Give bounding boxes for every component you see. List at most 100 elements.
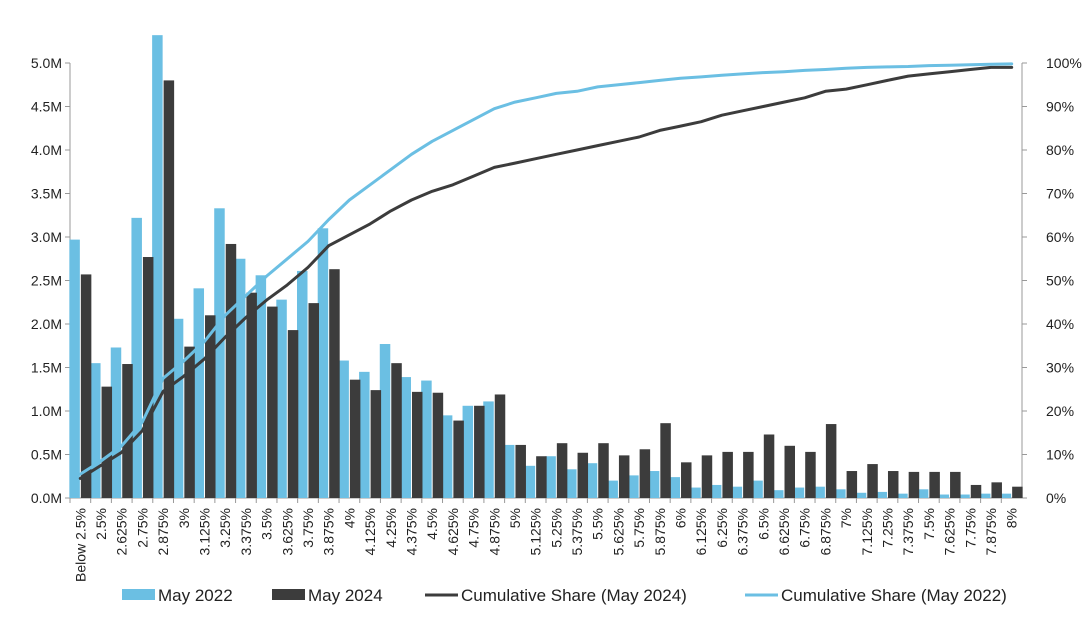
x-tick-label: 4.875% bbox=[486, 508, 502, 555]
bar-may-2024 bbox=[142, 257, 154, 498]
x-tick-label: 3.25% bbox=[217, 508, 233, 548]
bar-may-2022 bbox=[317, 228, 329, 499]
x-tick-label: 3.625% bbox=[279, 508, 295, 555]
bar-may-2024 bbox=[267, 306, 278, 498]
legend-may-2022: May 2022 bbox=[122, 586, 233, 605]
x-tick-label: 5.625% bbox=[610, 508, 626, 555]
bar-may-2022 bbox=[648, 471, 660, 498]
y2-tick-label: 30% bbox=[1046, 360, 1074, 376]
x-tick-label: 6.5% bbox=[755, 508, 771, 540]
bar-may-2024 bbox=[722, 451, 733, 498]
bar-may-2024 bbox=[556, 443, 568, 498]
y2-tick-label: 80% bbox=[1046, 142, 1074, 158]
x-tick-label: 4% bbox=[341, 508, 357, 528]
bar-may-2022 bbox=[710, 484, 722, 498]
bar-may-2022 bbox=[835, 489, 846, 498]
y-tick-label: 3.0M bbox=[31, 229, 62, 245]
x-tick-label: 6.875% bbox=[817, 508, 833, 555]
bar-may-2022 bbox=[773, 490, 784, 498]
bar-may-2024 bbox=[660, 423, 671, 498]
legend-label: May 2024 bbox=[308, 586, 383, 605]
bar-may-2022 bbox=[503, 444, 515, 498]
y-tick-label: 2.5M bbox=[31, 273, 62, 289]
bar-may-2024 bbox=[287, 330, 299, 498]
y2-tick-label: 40% bbox=[1046, 316, 1074, 332]
x-tick-label: 4.25% bbox=[383, 508, 399, 548]
bar-may-2024 bbox=[805, 451, 816, 498]
y2-tick-label: 60% bbox=[1046, 229, 1074, 245]
y-tick-label: 2.0M bbox=[31, 316, 62, 332]
bar-may-2022 bbox=[276, 299, 287, 498]
x-tick-label: 5.375% bbox=[569, 508, 585, 555]
bar-may-2024 bbox=[515, 444, 526, 498]
bar-may-2024 bbox=[391, 363, 402, 498]
bar-may-2024 bbox=[80, 274, 92, 498]
y-tick-label: 3.5M bbox=[31, 186, 62, 202]
bar-may-2022 bbox=[255, 275, 267, 498]
x-tick-label: 7.5% bbox=[921, 508, 937, 540]
bar-may-2022 bbox=[959, 494, 970, 498]
y-tick-label: 4.0M bbox=[31, 142, 62, 158]
legend-cumulative-may-2024: Cumulative Share (May 2024) bbox=[425, 586, 687, 605]
bar-may-2024 bbox=[618, 455, 630, 498]
y-tick-label: 1.0M bbox=[31, 403, 62, 419]
x-tick-label: 4.625% bbox=[445, 508, 461, 555]
x-tick-label: 7.875% bbox=[983, 508, 999, 555]
bar-may-2022 bbox=[938, 494, 950, 498]
bar-may-2022 bbox=[979, 493, 991, 498]
bars bbox=[69, 35, 1023, 499]
y2-tick-label: 10% bbox=[1046, 447, 1074, 463]
legend-label: Cumulative Share (May 2024) bbox=[461, 586, 687, 605]
bar-may-2024 bbox=[411, 391, 423, 498]
x-tick-label: 3% bbox=[176, 508, 192, 528]
bar-may-2024 bbox=[887, 471, 899, 498]
y2-tick-label: 90% bbox=[1046, 99, 1074, 115]
bar-may-2022 bbox=[752, 480, 763, 498]
y2-tick-label: 20% bbox=[1046, 403, 1074, 419]
x-tick-label: 5.5% bbox=[590, 508, 606, 540]
bar-may-2022 bbox=[1000, 493, 1012, 498]
legend-swatch bbox=[122, 589, 155, 600]
bar-may-2022 bbox=[917, 489, 929, 498]
bar-may-2024 bbox=[970, 484, 982, 498]
y-tick-label: 0.5M bbox=[31, 447, 62, 463]
bar-may-2024 bbox=[639, 449, 651, 498]
bar-may-2022 bbox=[462, 405, 474, 498]
bar-may-2024 bbox=[225, 243, 237, 498]
bar-may-2024 bbox=[308, 303, 319, 498]
bar-may-2024 bbox=[349, 379, 361, 498]
x-tick-label: 5.75% bbox=[631, 508, 647, 548]
x-tick-label: 3.875% bbox=[321, 508, 337, 555]
x-tick-label: 7% bbox=[838, 508, 854, 528]
bar-may-2024 bbox=[474, 405, 485, 498]
bar-may-2022 bbox=[897, 493, 908, 498]
x-tick-label: 5.25% bbox=[548, 508, 564, 548]
x-tick-label: 6.25% bbox=[714, 508, 730, 548]
bar-may-2022 bbox=[172, 318, 184, 498]
x-tick-label: 7.75% bbox=[962, 508, 978, 548]
bar-may-2022 bbox=[628, 475, 639, 498]
bar-may-2024 bbox=[743, 451, 754, 498]
bar-may-2022 bbox=[566, 469, 577, 498]
bar-may-2024 bbox=[184, 346, 195, 498]
x-tick-label: 3.75% bbox=[300, 508, 316, 548]
bar-may-2024 bbox=[991, 482, 1002, 498]
x-tick-label: 7.25% bbox=[879, 508, 895, 548]
bar-may-2022 bbox=[814, 486, 825, 498]
x-tick-label: 7.125% bbox=[859, 508, 875, 555]
bar-may-2022 bbox=[152, 35, 163, 498]
bar-may-2024 bbox=[950, 471, 961, 498]
bar-may-2024 bbox=[846, 471, 858, 498]
bar-may-2024 bbox=[370, 390, 382, 498]
x-tick-label: 7.375% bbox=[900, 508, 916, 555]
x-tick-label: 2.5% bbox=[93, 508, 109, 540]
bar-may-2024 bbox=[453, 420, 464, 498]
bar-may-2024 bbox=[701, 455, 713, 498]
x-tick-label: 4.375% bbox=[403, 508, 419, 555]
legend-cumulative-may-2022: Cumulative Share (May 2022) bbox=[745, 586, 1007, 605]
x-tick-label: Below 2.5% bbox=[72, 508, 88, 582]
y-tick-label: 4.5M bbox=[31, 99, 62, 115]
bar-may-2024 bbox=[825, 424, 837, 498]
x-tick-label: 5.125% bbox=[528, 508, 544, 555]
bar-may-2024 bbox=[432, 392, 444, 498]
